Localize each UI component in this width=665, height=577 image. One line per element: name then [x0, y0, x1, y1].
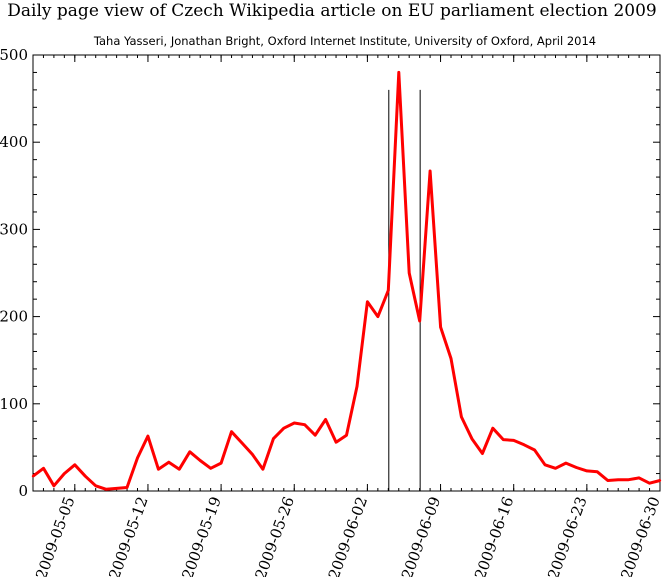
y-tick-label: 0 [18, 482, 28, 500]
data-point [596, 470, 599, 473]
series-line [32, 70, 661, 491]
data-point [522, 443, 526, 446]
x-tick-label: 2009-06-09 [398, 494, 444, 577]
x-tick-label: 2009-05-26 [252, 494, 298, 577]
data-point [449, 357, 453, 360]
data-point [31, 475, 35, 478]
data-point [293, 421, 296, 425]
y-tick-label: 500 [0, 46, 28, 64]
data-point [418, 319, 421, 323]
data-point [261, 468, 265, 471]
data-point [554, 467, 557, 470]
data-point [543, 463, 547, 466]
x-axis: 2009-05-05 2009-05-12 2009-05-19 2009-05-26… [32, 55, 664, 577]
data-point [648, 482, 651, 485]
data-point [167, 461, 170, 464]
data-point [199, 459, 202, 462]
data-point [42, 467, 45, 470]
data-point [491, 427, 494, 430]
data-point [408, 271, 411, 275]
x-tick-label: 2009-06-30 [617, 494, 663, 577]
data-point [84, 475, 87, 478]
data-point [533, 448, 536, 452]
data-point [481, 452, 484, 455]
data-point [658, 479, 662, 482]
data-point [105, 488, 108, 491]
data-point [637, 476, 641, 480]
data-point [470, 437, 474, 440]
data-point [355, 385, 359, 388]
data-point [188, 450, 191, 453]
data-point [219, 461, 223, 465]
data-point [146, 434, 150, 438]
data-point [428, 169, 432, 173]
y-tick-label: 300 [0, 220, 28, 238]
data-point [376, 315, 380, 318]
data-point [73, 463, 77, 466]
data-point [125, 486, 129, 489]
series-group [31, 70, 662, 491]
x-tick-label: 2009-05-19 [178, 494, 224, 577]
x-tick-label: 2009-06-23 [544, 494, 590, 577]
data-point [387, 289, 390, 292]
data-point [617, 478, 620, 481]
chart-title: Daily page view of Czech Wikipedia artic… [7, 1, 656, 21]
data-point [366, 300, 369, 303]
y-tick-label: 100 [0, 395, 28, 413]
x-tick-label: 2009-05-12 [105, 494, 151, 577]
data-point [178, 468, 181, 471]
data-point [251, 453, 254, 456]
x-tick-label: 2009-06-02 [325, 494, 371, 577]
data-point [230, 430, 233, 433]
event-marker-lines [388, 89, 421, 491]
y-axis: 0 100 200 300 400 500 [0, 46, 660, 500]
x-tick-label: 2009-05-05 [32, 494, 78, 577]
data-point [585, 469, 589, 473]
data-point [564, 461, 568, 465]
plot-frame [32, 54, 661, 492]
data-point [345, 434, 348, 437]
data-point [324, 418, 327, 421]
data-point [512, 439, 515, 442]
data-point [209, 467, 212, 470]
data-point [136, 456, 139, 460]
data-point [314, 434, 317, 437]
data-point [272, 437, 275, 440]
data-point [439, 325, 442, 329]
data-point [502, 438, 505, 441]
data-point [52, 484, 56, 487]
data-point [157, 468, 160, 471]
data-point [63, 472, 66, 475]
data-point [627, 478, 630, 481]
data-point [303, 423, 306, 426]
y-tick-label: 400 [0, 133, 28, 151]
data-point [397, 71, 400, 74]
data-point [240, 441, 244, 445]
data-point [334, 441, 338, 444]
x-tick-label: 2009-06-16 [471, 494, 517, 577]
y-tick-label: 200 [0, 308, 28, 326]
data-point [460, 415, 463, 419]
data-point [115, 487, 118, 490]
data-point [606, 479, 609, 482]
data-point [282, 427, 285, 430]
data-point [94, 484, 97, 487]
data-point [575, 466, 578, 469]
chart-subtitle: Taha Yasseri, Jonathan Bright, Oxford In… [93, 34, 596, 48]
